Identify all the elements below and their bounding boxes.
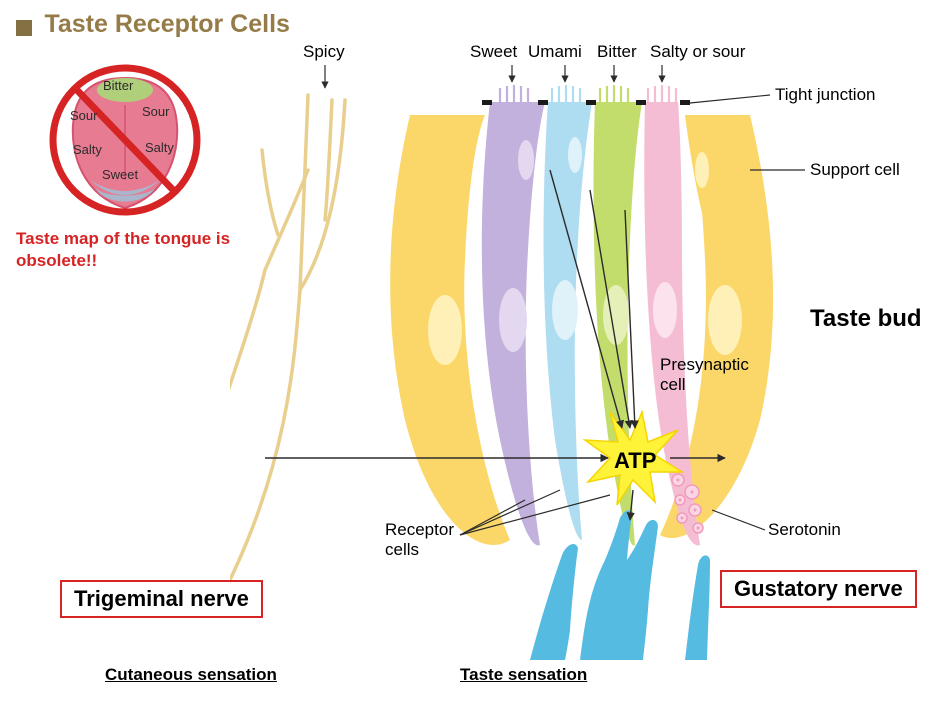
box-gustatory: Gustatory nerve	[720, 570, 917, 608]
label-sweet: Sweet	[470, 42, 517, 62]
warning-text: Taste map of the tongue is obsolete!!	[16, 228, 230, 272]
label-cutaneous: Cutaneous sensation	[105, 665, 277, 685]
tongue-label-salty-right: Salty	[145, 140, 174, 155]
label-taste-sensation: Taste sensation	[460, 665, 587, 685]
page-title: Taste Receptor Cells	[44, 10, 289, 38]
label-bitter: Bitter	[597, 42, 637, 62]
title-bullet	[16, 20, 32, 36]
tongue-label-sour-left: Sour	[70, 108, 97, 123]
label-receptor-cells: Receptor cells	[385, 520, 454, 560]
label-spicy: Spicy	[303, 42, 345, 62]
tongue-label-sweet: Sweet	[102, 167, 138, 182]
trigeminal-nerve-illustration	[230, 95, 345, 590]
label-taste-bud: Taste bud	[810, 305, 922, 333]
label-presynaptic: Presynaptic cell	[660, 355, 749, 395]
label-support-cell: Support cell	[810, 160, 900, 180]
label-umami: Umami	[528, 42, 582, 62]
tongue-label-bitter: Bitter	[103, 78, 133, 93]
title-row: Taste Receptor Cells	[16, 10, 290, 39]
label-atp: ATP	[614, 448, 656, 474]
box-trigeminal: Trigeminal nerve	[60, 580, 263, 618]
tongue-label-sour-right: Sour	[142, 104, 169, 119]
label-serotonin: Serotonin	[768, 520, 841, 540]
tongue-label-salty-left: Salty	[73, 142, 102, 157]
label-salty-sour: Salty or sour	[650, 42, 745, 62]
label-tight-junction: Tight junction	[775, 85, 875, 105]
